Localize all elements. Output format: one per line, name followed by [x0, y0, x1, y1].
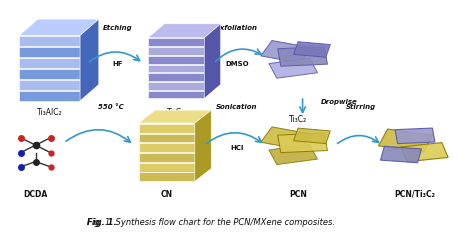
Text: 550 °C: 550 °C [98, 104, 123, 110]
Polygon shape [148, 73, 204, 81]
Polygon shape [195, 110, 211, 181]
Polygon shape [138, 172, 195, 181]
Polygon shape [293, 128, 330, 144]
Polygon shape [19, 36, 80, 46]
Text: Stirring: Stirring [346, 104, 376, 110]
Polygon shape [381, 146, 421, 163]
Text: CN: CN [161, 190, 173, 199]
Text: Ti₃C₂: Ti₃C₂ [289, 115, 307, 124]
Polygon shape [19, 91, 80, 101]
Text: Fig. 1. Synthesis flow chart for the PCN/MXene composites.: Fig. 1. Synthesis flow chart for the PCN… [87, 218, 335, 227]
Polygon shape [19, 80, 80, 90]
Polygon shape [378, 129, 433, 152]
Polygon shape [138, 134, 195, 142]
Polygon shape [19, 19, 99, 35]
Polygon shape [148, 82, 204, 90]
Text: Etching: Etching [103, 25, 132, 31]
Polygon shape [395, 128, 435, 144]
Text: DCDA: DCDA [23, 190, 48, 199]
Polygon shape [278, 47, 328, 66]
Polygon shape [19, 58, 80, 68]
Polygon shape [148, 38, 204, 46]
Polygon shape [148, 47, 204, 55]
Polygon shape [269, 58, 318, 78]
Text: PCN/Ti₃C₂: PCN/Ti₃C₂ [394, 190, 436, 199]
Polygon shape [138, 143, 195, 152]
Text: Dropwise: Dropwise [321, 99, 358, 105]
Polygon shape [261, 127, 311, 149]
Polygon shape [148, 56, 204, 64]
Text: PCN: PCN [289, 190, 307, 199]
Polygon shape [278, 133, 328, 152]
Polygon shape [138, 153, 195, 162]
Polygon shape [138, 124, 195, 133]
Polygon shape [293, 42, 330, 57]
Polygon shape [261, 41, 311, 63]
Polygon shape [138, 110, 211, 123]
Polygon shape [148, 65, 204, 72]
Text: Sonication: Sonication [216, 104, 258, 110]
Polygon shape [269, 144, 318, 165]
Text: Fig. 1.: Fig. 1. [87, 218, 117, 227]
Text: HCl: HCl [230, 145, 244, 151]
Text: Ti₃AlC₂: Ti₃AlC₂ [37, 108, 63, 117]
Polygon shape [204, 24, 220, 98]
Text: Ti₃C₂: Ti₃C₂ [167, 108, 185, 117]
Text: Exfoliation: Exfoliation [216, 25, 258, 31]
Polygon shape [148, 24, 220, 38]
Polygon shape [148, 91, 204, 98]
Polygon shape [401, 143, 448, 162]
Polygon shape [19, 69, 80, 79]
Polygon shape [19, 47, 80, 57]
Polygon shape [80, 19, 99, 101]
Text: DMSO: DMSO [225, 61, 249, 67]
Text: HF: HF [112, 61, 123, 67]
Polygon shape [138, 163, 195, 172]
